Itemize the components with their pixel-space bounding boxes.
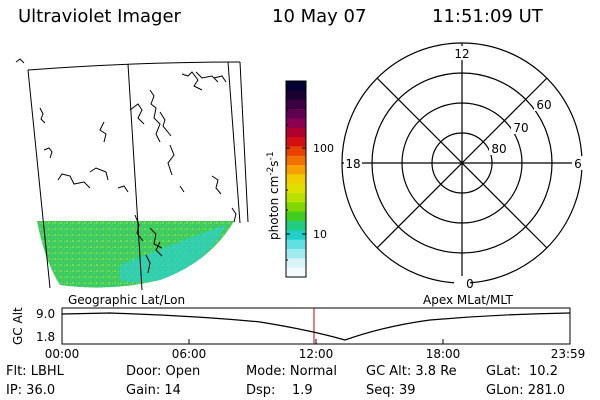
colorbar-segment [286, 81, 306, 91]
time-label: 11:51:09 UT [432, 6, 543, 27]
colorbar-segment [286, 239, 306, 250]
altitude-curve [61, 312, 571, 341]
polar-panel-label: Apex MLat/MLT [423, 293, 513, 307]
info-gc-alt: GC Alt: 3.8 Re [366, 364, 457, 379]
colorbar-segment [286, 127, 306, 138]
geo-grid-lines [27, 61, 241, 291]
mlt-label-6: 6 [574, 157, 582, 171]
colorbar-tick-100: 100 [313, 142, 334, 155]
unit-text-s: s [267, 160, 281, 166]
polar-diag-2 [376, 77, 548, 249]
colorbar-segment [286, 258, 306, 269]
info-glat: GLat: 10.2 [486, 364, 558, 379]
colorbar-segment [286, 211, 306, 222]
geo-coastlines [15, 58, 237, 274]
app-title: Ultraviolet Imager [18, 6, 181, 27]
colorbar-segment [286, 99, 306, 110]
unit-sup-1: -2 [266, 167, 276, 176]
info-mode: Mode: Normal [246, 364, 337, 379]
polar-panel [341, 42, 583, 284]
geo-panel-label: Geographic Lat/Lon [68, 293, 185, 307]
date-label: 10 May 07 [272, 6, 367, 27]
colorbar-segment [286, 221, 306, 231]
info-door: Door: Open [126, 364, 201, 379]
info-ip: IP: 36.0 [6, 383, 56, 398]
altitude-ylabel: GC Alt [11, 307, 25, 345]
altitude-plot-frame [61, 307, 571, 345]
mlt-label-12: 12 [454, 47, 469, 61]
colorbar-segment [286, 174, 306, 185]
geographic-panel [15, 58, 249, 291]
lat-label-80: 80 [491, 142, 506, 156]
unit-text: photon cm [267, 176, 281, 240]
colorbar: 100 10 photon cm-2s-1 [266, 80, 334, 278]
info-dsp: Dsp: 1.9 [246, 383, 313, 398]
altitude-ytick-bottom: 1.8 [36, 330, 55, 344]
altitude-xtick-2359: 23:59 [551, 347, 586, 361]
geo-frame [239, 61, 249, 223]
mlt-label-0: 0 [466, 277, 474, 291]
colorbar-unit-label: photon cm-2s-1 [266, 151, 281, 240]
altitude-xtick-1200: 12:00 [299, 347, 334, 361]
colorbar-segment [286, 193, 306, 203]
colorbar-tick-10: 10 [313, 228, 327, 241]
altitude-xticks [61, 339, 571, 344]
colorbar-segment [286, 109, 306, 119]
colorbar-segment [286, 165, 306, 175]
colorbar-ticks [286, 109, 306, 261]
info-gain: Gain: 14 [126, 383, 181, 398]
altitude-xtick-0000: 00:00 [45, 347, 80, 361]
geo-cyan-region [120, 225, 225, 283]
altitude-xtick-0600: 06:00 [172, 347, 207, 361]
geo-aurora-texture [37, 221, 234, 288]
lat-label-70: 70 [513, 121, 528, 135]
info-filter: Flt: LBHL [6, 364, 64, 379]
info-glon: GLon: 281.0 [486, 383, 566, 398]
colorbar-segment [286, 183, 306, 194]
altitude-xtick-1800: 18:00 [426, 347, 461, 361]
colorbar-segment [286, 155, 306, 166]
altitude-plot: GC Alt 9.0 1.8 00:00 06:00 12:00 18:00 2… [11, 307, 585, 361]
colorbar-gradient [286, 81, 306, 278]
colorbar-segment [286, 118, 306, 129]
colorbar-frame [285, 80, 307, 278]
altitude-ytick-top: 9.0 [36, 307, 55, 321]
unit-sup-2: -1 [266, 151, 276, 160]
colorbar-segment [286, 267, 306, 278]
colorbar-segment [286, 90, 306, 101]
colorbar-segment [286, 249, 306, 259]
colorbar-segment [286, 137, 306, 147]
colorbar-segment [286, 146, 306, 157]
lat-label-60: 60 [536, 98, 551, 112]
mlt-label-18: 18 [345, 157, 360, 171]
info-seq: Seq: 39 [366, 383, 416, 398]
colorbar-segment [286, 202, 306, 213]
colorbar-segment [286, 230, 306, 241]
